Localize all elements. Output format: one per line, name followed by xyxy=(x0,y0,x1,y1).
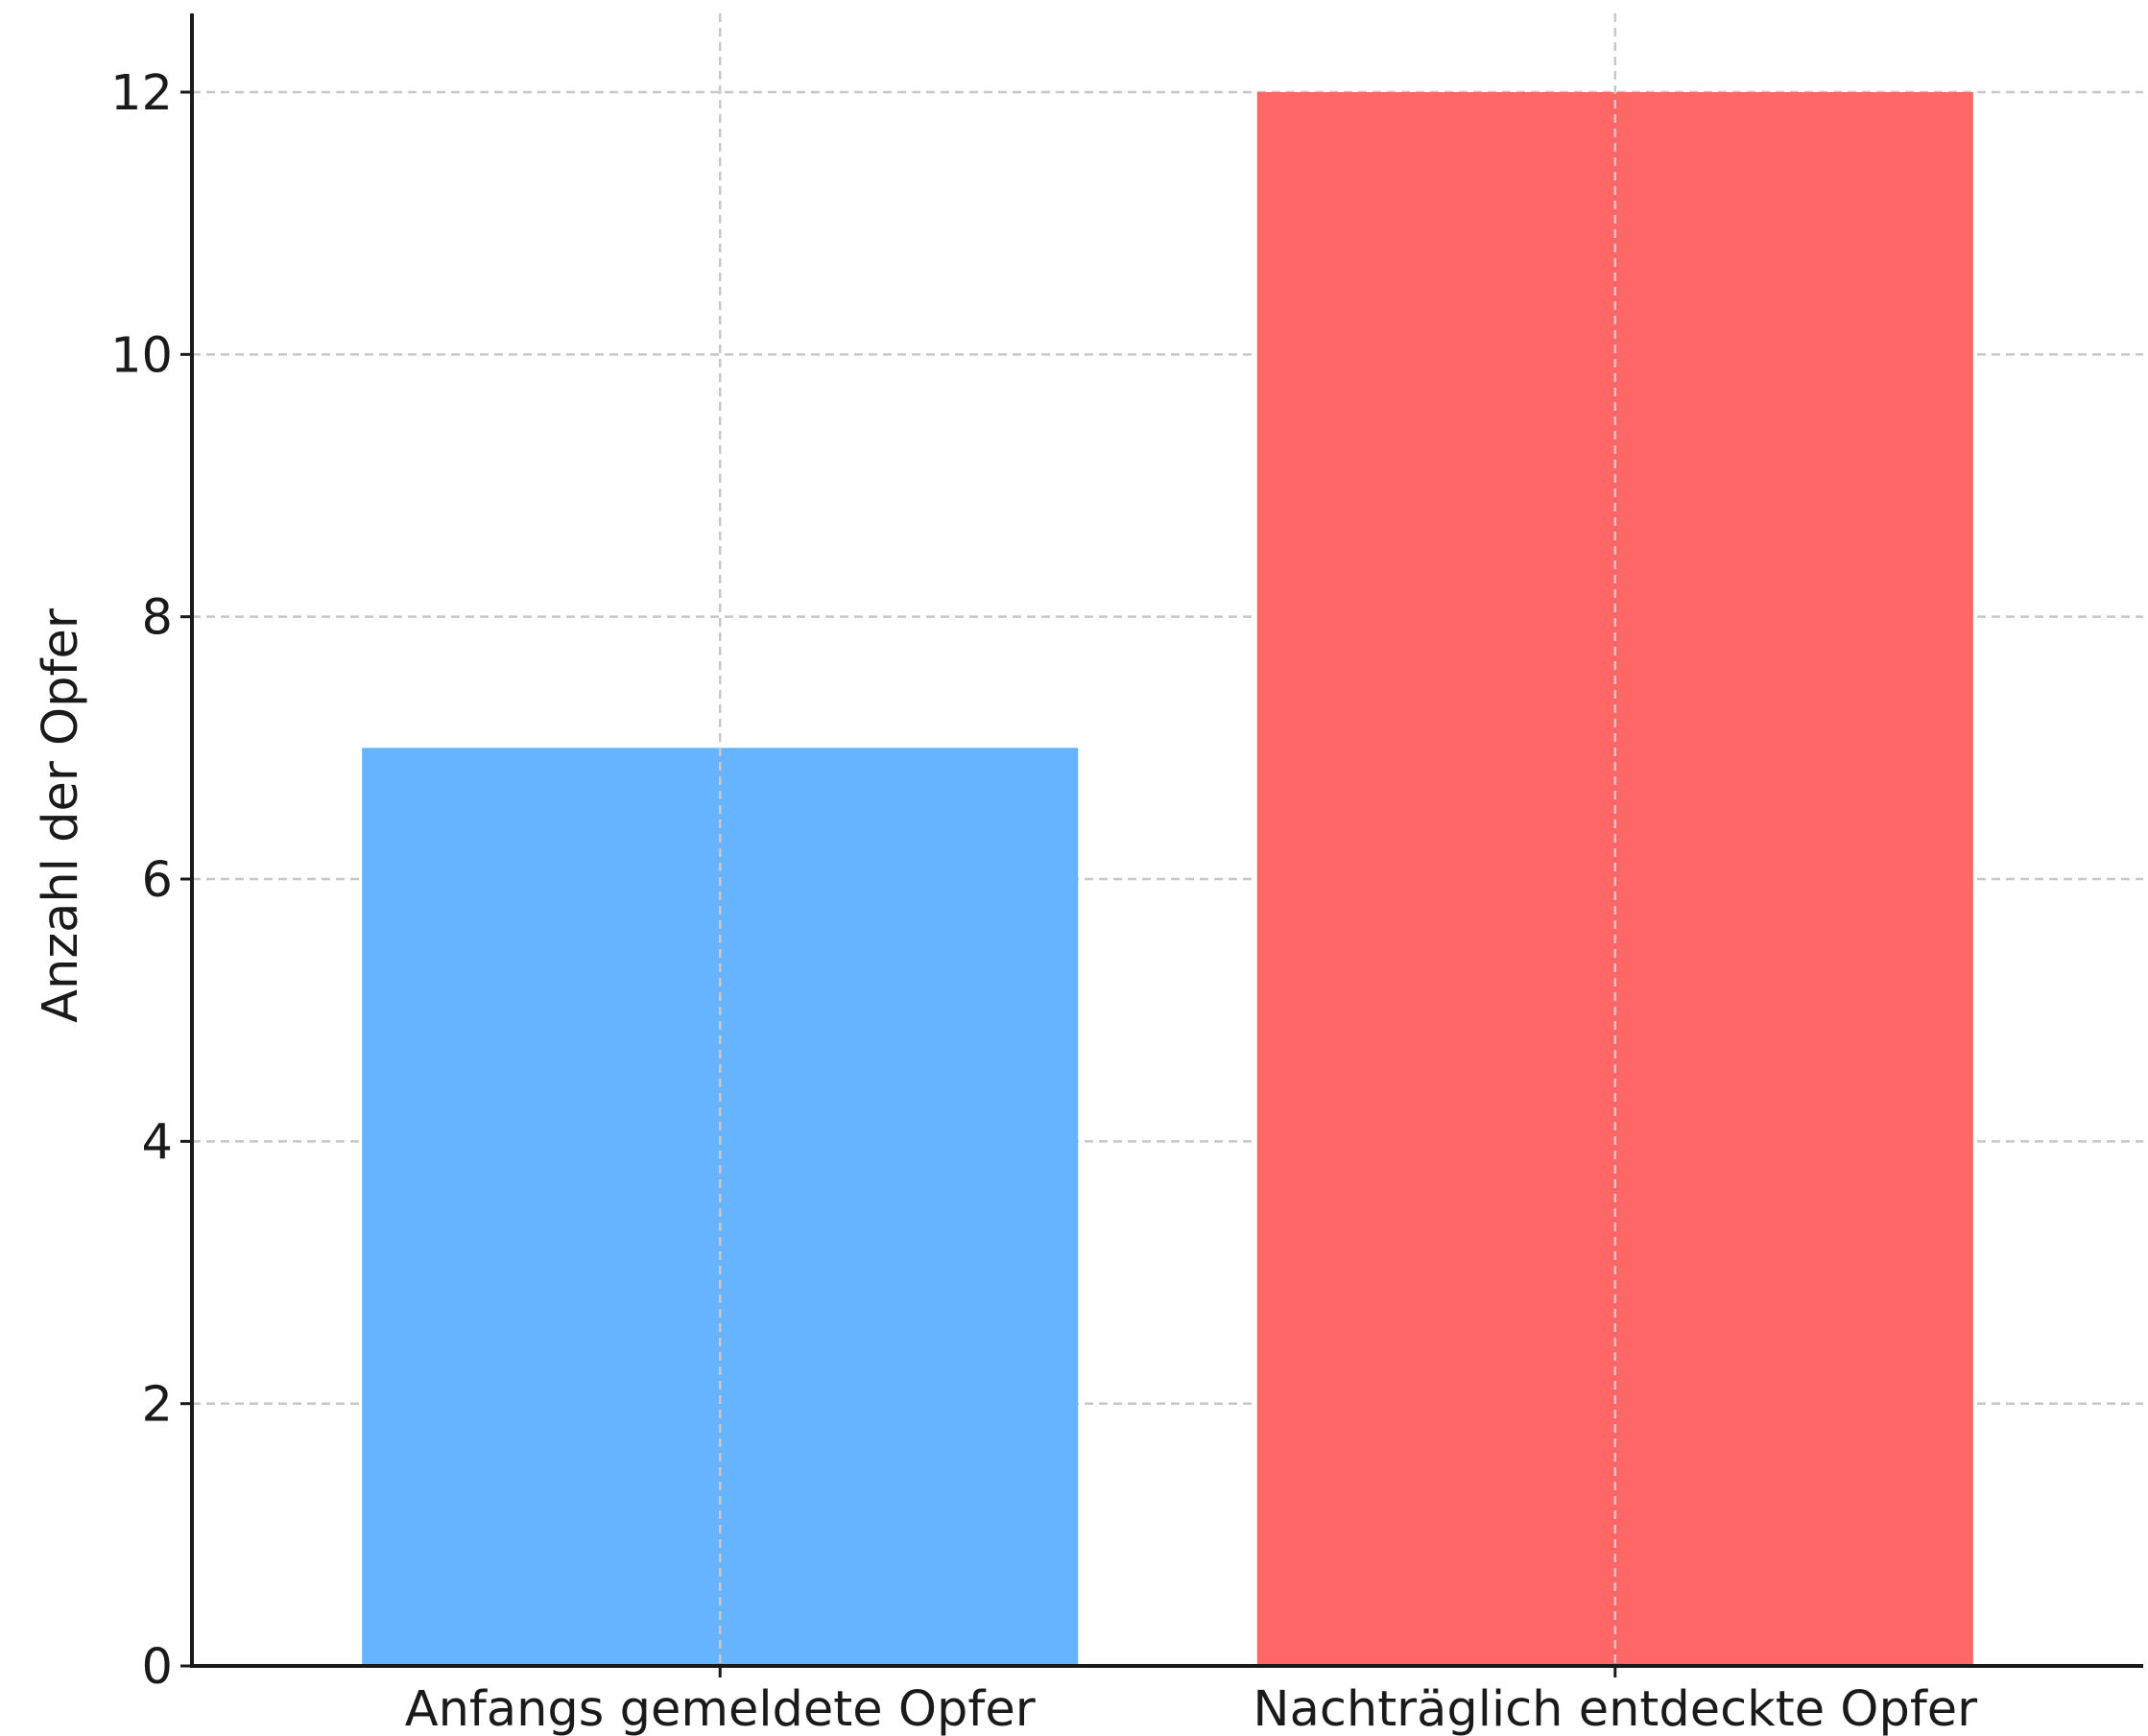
x-ticks: Anfangs gemeldete Opfer Nachträglich entd… xyxy=(405,1666,1977,1736)
y-tick-label-6: 12 xyxy=(110,65,173,122)
y-tick-label-3: 6 xyxy=(142,852,173,909)
y-tick-label-1: 2 xyxy=(142,1377,173,1434)
x-tick-label-1: Nachträglich entdeckte Opfer xyxy=(1253,1681,1977,1736)
axes xyxy=(190,13,2143,1668)
y-tick-label-4: 8 xyxy=(142,590,173,647)
x-tick-label-0: Anfangs gemeldete Opfer xyxy=(405,1681,1036,1736)
y-ticks: 0 2 4 6 8 10 12 xyxy=(110,65,192,1696)
y-axis-title: Anzahl der Opfer xyxy=(33,608,89,1023)
y-tick-label-0: 0 xyxy=(142,1639,173,1696)
y-tick-label-2: 4 xyxy=(142,1114,173,1171)
bars xyxy=(362,92,1973,1666)
y-tick-label-5: 10 xyxy=(110,327,173,384)
